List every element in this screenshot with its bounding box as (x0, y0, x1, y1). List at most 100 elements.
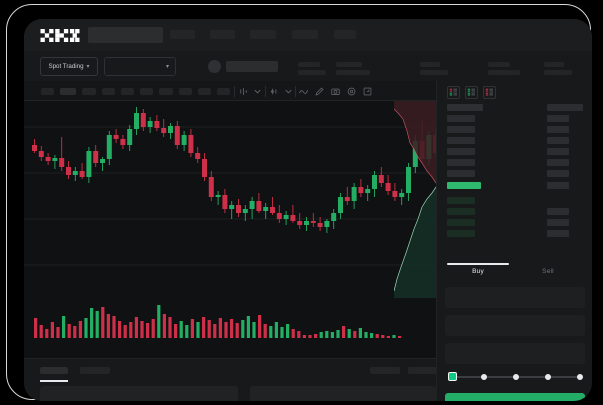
orderbook-ask-row[interactable] (447, 170, 475, 177)
pair-name-label (226, 61, 278, 72)
volume-chart[interactable] (24, 298, 436, 358)
device-frame: Spot Trading ▾ ▾ (6, 4, 592, 401)
orderbook-last-price[interactable] (447, 182, 481, 189)
toolbar-divider (265, 86, 266, 97)
toolbar-divider (295, 86, 296, 97)
trendline-icon[interactable] (298, 86, 309, 97)
orderbook-bid-row[interactable] (447, 219, 475, 226)
pair-dropdown[interactable]: ▾ (104, 57, 176, 76)
orders-tab-active-underline (40, 380, 68, 382)
orderbook-ask-row[interactable] (447, 148, 475, 155)
orderbook-ask-row[interactable] (447, 126, 475, 133)
percent-slider-handle[interactable] (448, 372, 457, 381)
orderbook-mode-bids-icon[interactable] (465, 86, 478, 99)
settings-gear-icon[interactable] (346, 86, 357, 97)
orders-panel-right[interactable] (250, 386, 436, 401)
timeframe-button-3[interactable] (102, 88, 115, 95)
percent-stop-75[interactable] (545, 373, 551, 380)
order-form-tabs: Buy Sell (445, 263, 585, 283)
orderbook-ask-row[interactable] (447, 137, 475, 144)
chart-gridlines (24, 126, 436, 266)
chevron-down-icon: ▾ (86, 63, 90, 70)
pencil-icon[interactable] (314, 86, 325, 97)
timeframe-button-7[interactable] (179, 88, 192, 95)
percent-stop-50[interactable] (513, 373, 519, 380)
candlestick-chart[interactable] (24, 101, 436, 298)
orderbook-mode-asks-icon[interactable] (483, 86, 496, 99)
amount-input[interactable] (445, 315, 585, 336)
market-depth-overlay (394, 101, 436, 298)
depth-bid-line (394, 186, 436, 292)
orderbook-bid-row[interactable] (447, 230, 475, 237)
coin-avatar (208, 60, 221, 73)
timeframe-button-9[interactable] (217, 88, 230, 95)
depth-ask-line (394, 108, 436, 184)
timeframe-button-5[interactable] (140, 88, 153, 95)
percent-slider[interactable] (447, 371, 585, 383)
orderbook-and-order-form: Buy Sell (436, 81, 592, 401)
indicator-chevron-down-icon[interactable] (283, 86, 294, 97)
nav-item-0[interactable] (170, 30, 195, 39)
timeframe-button-1[interactable] (60, 88, 76, 95)
app-screen: Spot Trading ▾ ▾ (24, 19, 592, 401)
timeframe-button-0[interactable] (41, 88, 54, 95)
nav-item-1[interactable] (210, 30, 235, 39)
nav-item-4[interactable] (334, 30, 356, 39)
timeframe-button-6[interactable] (159, 88, 173, 95)
orderbook-mode-both-icon[interactable] (447, 86, 460, 99)
orderbook-bid-row[interactable] (447, 208, 475, 215)
timeframe-button-2[interactable] (82, 88, 96, 95)
orders-panel-left[interactable] (40, 386, 238, 401)
search-input[interactable] (88, 27, 163, 43)
ticker-bar: Spot Trading ▾ ▾ (24, 51, 592, 81)
orderbook-column-header[interactable] (447, 104, 483, 111)
orderbook-size-row[interactable] (547, 104, 583, 111)
orderbook-size-row[interactable] (547, 148, 569, 155)
depth-bid-area (394, 187, 436, 298)
orderbook-size-row[interactable] (547, 170, 569, 177)
orderbook-size-row[interactable] (547, 137, 569, 144)
submit-order-button[interactable] (445, 393, 585, 401)
total-input[interactable] (445, 343, 585, 364)
orderbook-ask-row[interactable] (447, 159, 475, 166)
orderbook-ask-row[interactable] (447, 115, 475, 122)
camera-icon[interactable] (330, 86, 341, 97)
orders-tab-1[interactable] (80, 367, 110, 374)
orderbook-size-row[interactable] (547, 126, 569, 133)
ticker-stat-1 (336, 62, 370, 75)
orderbook-size-row[interactable] (547, 159, 569, 166)
tab-sell[interactable]: Sell (542, 268, 554, 275)
orderbook-bid-row[interactable] (447, 197, 475, 204)
chart-type-bars-icon[interactable] (238, 86, 249, 97)
ticker-stat-0 (298, 62, 326, 75)
orders-action-1[interactable] (408, 367, 438, 374)
trading-mode-dropdown[interactable]: Spot Trading ▾ (40, 57, 98, 76)
orders-panel (24, 358, 438, 401)
orderbook-size-row[interactable] (547, 115, 569, 122)
tab-buy[interactable]: Buy (472, 268, 484, 275)
price-input[interactable] (445, 287, 585, 308)
orders-tab-0[interactable] (40, 367, 68, 374)
orderbook-size-row[interactable] (547, 230, 569, 237)
percent-stop-100[interactable] (577, 373, 583, 380)
orderbook-size-row[interactable] (547, 182, 569, 189)
timeframe-button-8[interactable] (198, 88, 211, 95)
orderbook-display-modes (447, 86, 496, 99)
chart-type-chevron-down-icon[interactable] (252, 86, 263, 97)
top-navigation-bar (24, 19, 592, 51)
fullscreen-icon[interactable] (362, 86, 373, 97)
nav-item-3[interactable] (292, 30, 318, 39)
orderbook-size-row[interactable] (547, 208, 569, 215)
timeframe-button-4[interactable] (121, 88, 134, 95)
orders-action-0[interactable] (370, 367, 400, 374)
orderbook-size-row[interactable] (547, 219, 569, 226)
indicator-icon[interactable] (269, 86, 280, 97)
nav-item-2[interactable] (250, 30, 276, 39)
ticker-stat-4 (544, 62, 572, 75)
orderbook[interactable] (437, 103, 592, 253)
chevron-down-icon: ▾ (165, 64, 169, 70)
percent-stop-25[interactable] (481, 373, 487, 380)
depth-ask-area (394, 101, 436, 183)
okx-logo[interactable] (40, 29, 80, 42)
volume-series (34, 305, 402, 338)
